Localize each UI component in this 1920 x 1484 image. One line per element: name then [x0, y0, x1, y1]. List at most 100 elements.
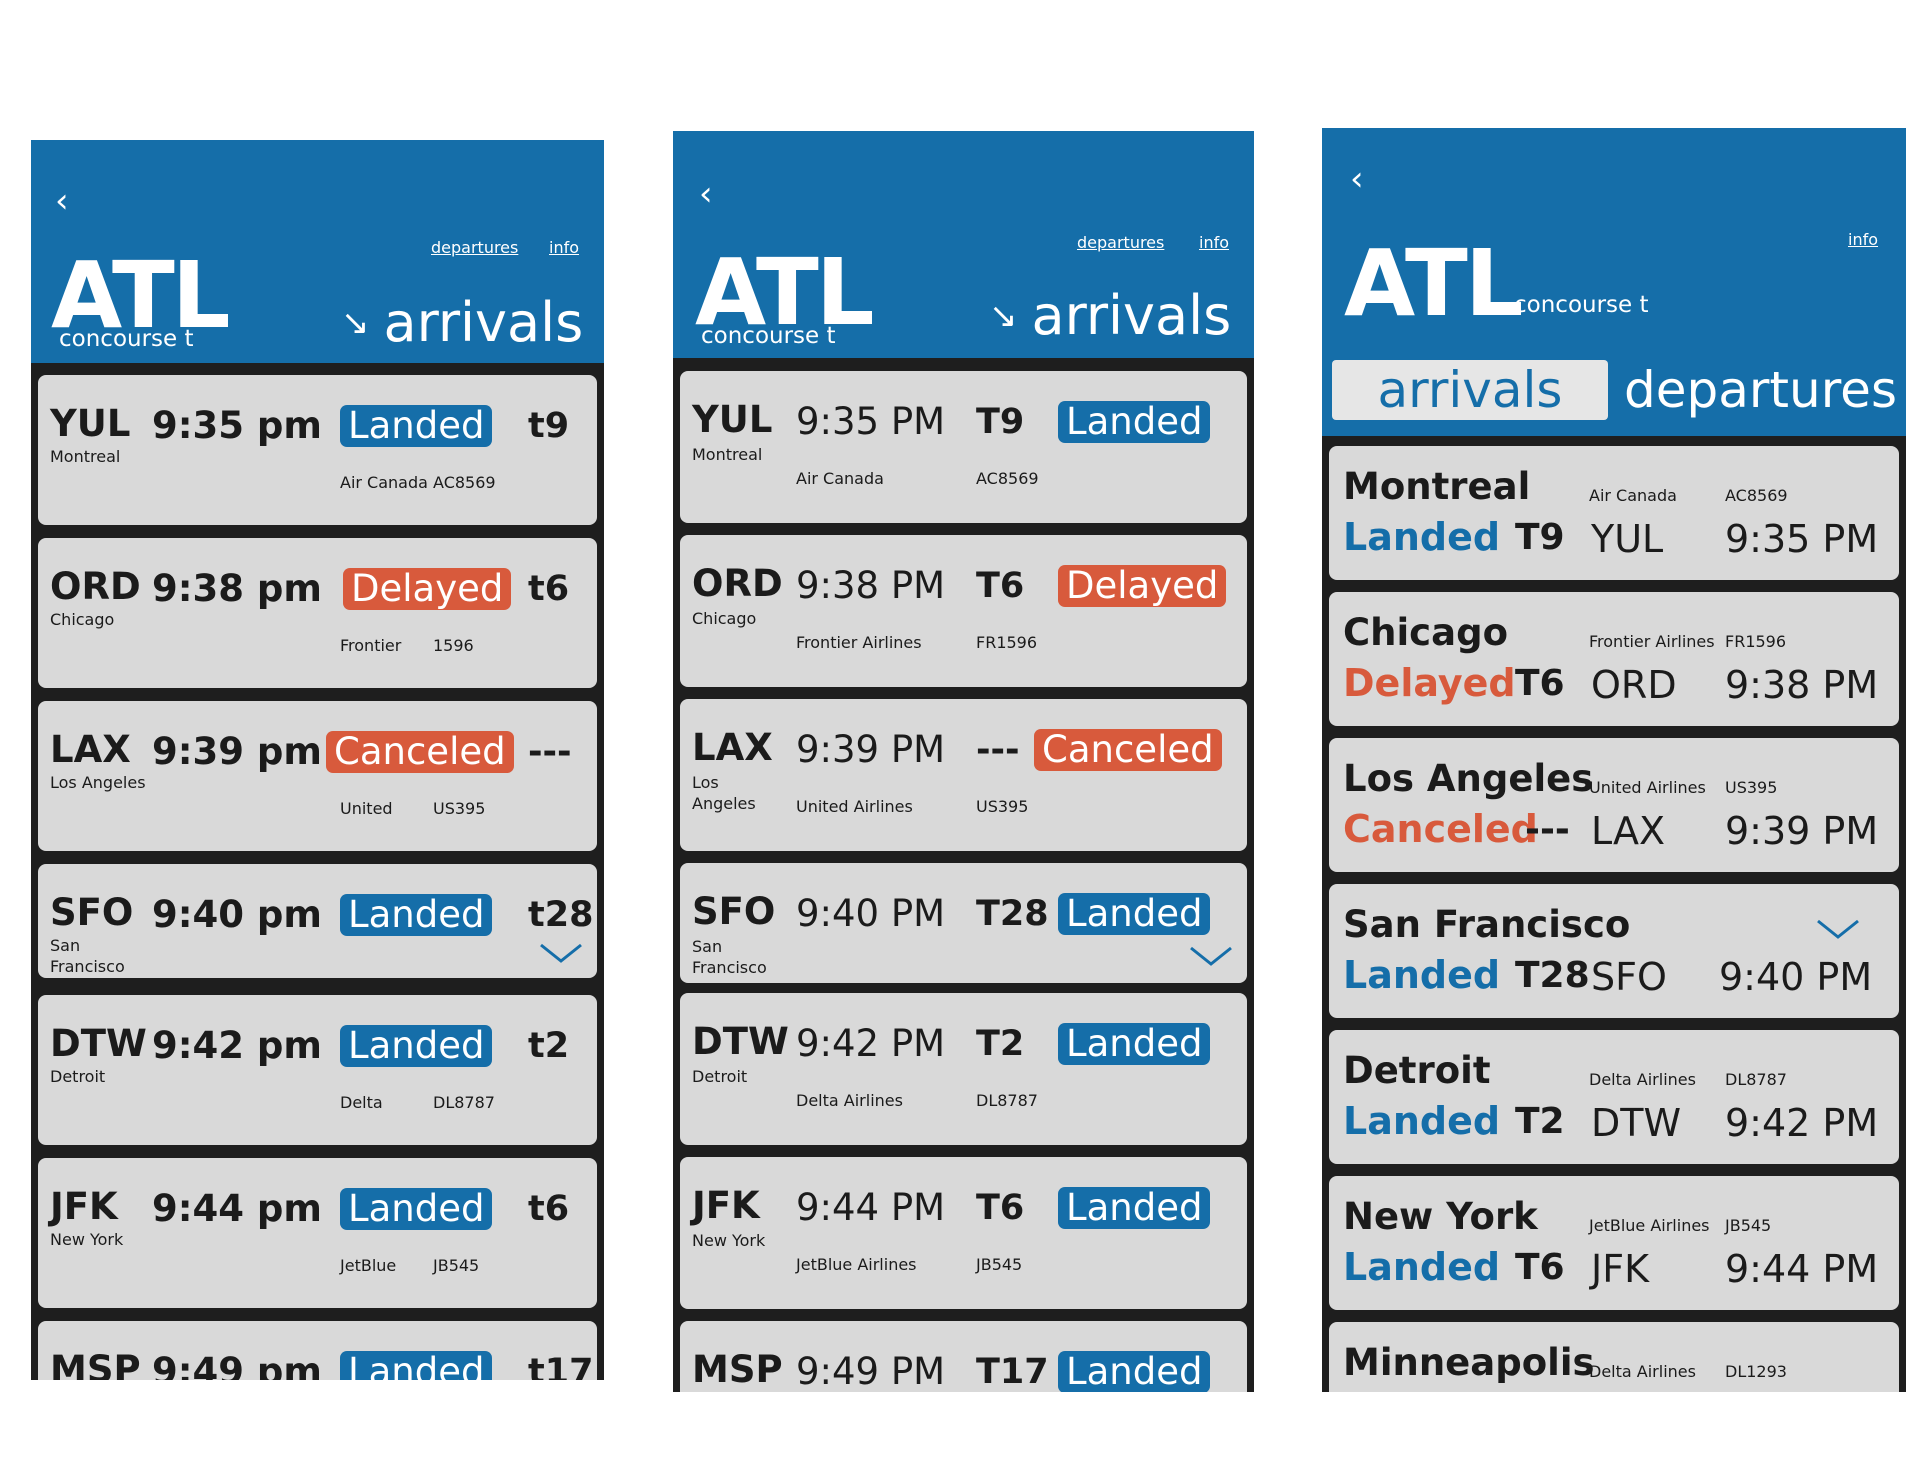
flight-card[interactable]: SFO San Francisco 9:40 pm Landed t28 — [38, 864, 597, 978]
status-text: Landed — [1343, 1099, 1501, 1143]
flight-number: JB545 — [1725, 1216, 1772, 1235]
flight-card[interactable]: Los Angeles United Airlines US395 Canceled -… — [1329, 738, 1899, 872]
arrivals-title: arrivals — [1031, 284, 1232, 347]
flight-number: DL8787 — [976, 1091, 1038, 1110]
status-badge: Landed — [1058, 893, 1211, 935]
status-text: Landed — [1343, 1245, 1501, 1289]
back-icon[interactable]: ‹ — [55, 181, 69, 221]
airport-code: SFO — [692, 890, 776, 933]
flight-card[interactable]: ORD Chicago 9:38 PM T6 Delayed Frontier Airli… — [680, 535, 1247, 687]
airport-code: DTW — [692, 1020, 789, 1063]
screen-1: ‹ departures info ATL concourse t ↘ arriv… — [31, 140, 604, 1380]
arrival-time: 9:40 PM — [796, 892, 946, 935]
flight-card[interactable]: LAX Los Angeles 9:39 pm Canceled --- United US… — [38, 701, 597, 851]
flight-card[interactable]: San Francisco Landed T28 SFO 9:40 PM — [1329, 884, 1899, 1018]
arrival-time: 9:38 PM — [796, 564, 946, 607]
gate-label: T6 — [976, 1188, 1025, 1228]
arrival-time: 9:44 pm — [152, 1187, 322, 1230]
tab-departures[interactable]: departures — [1624, 361, 1897, 419]
airport-code: YUL — [692, 398, 773, 441]
chevron-down-icon[interactable] — [1815, 918, 1861, 940]
airline-name: Air Canada — [796, 469, 884, 488]
airline-name: Air Canada AC8569 — [340, 473, 496, 492]
flight-card[interactable]: LAX Los Angeles 9:39 PM --- Canceled United A… — [680, 699, 1247, 851]
city-name: Detroit — [1343, 1049, 1491, 1092]
departures-link[interactable]: departures — [1077, 233, 1165, 252]
city-name: New York — [692, 1231, 766, 1250]
flight-card[interactable]: SFO San Francisco 9:40 PM T28 Landed — [680, 863, 1247, 983]
status-badge: Landed — [1058, 1023, 1211, 1065]
flight-number: JB545 — [976, 1255, 1023, 1274]
arrival-time: 9:35 PM — [1725, 517, 1879, 561]
flight-card[interactable]: ORD Chicago 9:38 pm Delayed t6 Frontier 1596 — [38, 538, 597, 688]
arrival-time: 9:44 PM — [796, 1186, 946, 1229]
chevron-down-icon[interactable] — [1188, 945, 1234, 967]
arrival-time: 9:39 pm — [152, 730, 322, 773]
gate-label: t6 — [528, 1189, 570, 1229]
gate-label: T2 — [976, 1024, 1025, 1064]
city-name: Montreal — [1343, 465, 1531, 508]
airline-name: Air Canada — [1589, 486, 1677, 505]
back-icon[interactable]: ‹ — [699, 174, 713, 214]
flight-number: AC8569 — [976, 469, 1039, 488]
departures-link[interactable]: departures — [431, 238, 519, 257]
tab-arrivals[interactable]: arrivals — [1332, 360, 1608, 420]
flight-card[interactable]: JFK New York 9:44 pm Landed t6 JetBlue JB545 — [38, 1158, 597, 1308]
flight-card[interactable]: Montreal Air Canada AC8569 Landed T9 YUL 9:35 … — [1329, 446, 1899, 580]
airline-name: Frontier Airlines — [796, 633, 922, 652]
gate-label: t6 — [528, 569, 570, 609]
airport-code: YUL — [1591, 517, 1664, 561]
airport-code: DTW — [50, 1022, 147, 1065]
airport-code: DTW — [1591, 1101, 1682, 1145]
arrivals-heading: ↘ arrivals — [341, 296, 583, 350]
arrival-time: 9:39 PM — [1725, 809, 1879, 853]
arrow-down-right-icon: ↘ — [341, 303, 370, 343]
airline-name: United — [340, 799, 393, 818]
flight-number: FR1596 — [976, 633, 1038, 652]
gate-label: T2 — [1515, 1101, 1565, 1142]
city-name: Montreal — [692, 445, 763, 464]
city-name: San Francisco — [50, 936, 125, 976]
arrival-time: 9:38 pm — [152, 567, 322, 610]
airport-code: LAX — [692, 726, 773, 769]
back-icon[interactable]: ‹ — [1350, 159, 1364, 199]
flight-number: FR1596 — [1725, 632, 1787, 651]
status-badge: Landed — [340, 1351, 493, 1380]
arrival-time: 9:42 pm — [152, 1024, 322, 1067]
city-name: Detroit — [692, 1067, 748, 1086]
status-badge: Landed — [340, 894, 493, 936]
city-name: Detroit — [50, 1067, 106, 1086]
flight-card[interactable]: Minneapolis Delta Airlines DL1293 — [1329, 1322, 1899, 1392]
flight-card[interactable]: JFK New York 9:44 PM T6 Landed JetBlue Airlin… — [680, 1157, 1247, 1309]
airport-code: ATL — [1344, 230, 1523, 337]
flight-card[interactable]: DTW Detroit 9:42 pm Landed t2 Delta DL8787 — [38, 995, 597, 1145]
flight-card[interactable]: MSP 9:49 pm Landed t17 — [38, 1321, 597, 1380]
flight-card[interactable]: MSP 9:49 PM T17 Landed — [680, 1321, 1247, 1392]
flight-number: DL8787 — [1725, 1070, 1787, 1089]
airport-code: ORD — [692, 562, 783, 605]
flight-card[interactable]: Detroit Delta Airlines DL8787 Landed T2 DTW 9:… — [1329, 1030, 1899, 1164]
arrival-time: 9:49 pm — [152, 1350, 322, 1380]
gate-label: t28 — [528, 895, 594, 935]
flight-card[interactable]: YUL Montreal 9:35 pm Landed t9 Air Canada AC8… — [38, 375, 597, 525]
flight-card[interactable]: DTW Detroit 9:42 PM T2 Landed Delta Airlines D… — [680, 993, 1247, 1145]
arrival-time: 9:49 PM — [796, 1350, 946, 1392]
flight-card[interactable]: New York JetBlue Airlines JB545 Landed T6 JFK… — [1329, 1176, 1899, 1310]
arrival-time: 9:42 PM — [1725, 1101, 1879, 1145]
airport-code: ORD — [50, 565, 141, 608]
airline-name: Frontier Airlines — [1589, 632, 1715, 651]
status-badge: Landed — [340, 1188, 493, 1230]
status-text: Delayed — [1343, 661, 1516, 705]
flight-card[interactable]: Chicago Frontier Airlines FR1596 Delayed T6 O… — [1329, 592, 1899, 726]
chevron-down-icon[interactable] — [538, 942, 584, 964]
city-name: Los Angeles — [1343, 757, 1594, 800]
airport-code: LAX — [50, 728, 131, 771]
info-link[interactable]: info — [1848, 230, 1879, 249]
info-link[interactable]: info — [1199, 233, 1230, 252]
flight-number: AC8569 — [1725, 486, 1788, 505]
airport-code: SFO — [1591, 955, 1667, 999]
flight-card[interactable]: YUL Montreal 9:35 PM T9 Landed Air Canada AC85… — [680, 371, 1247, 523]
arrival-time: 9:38 PM — [1725, 663, 1879, 707]
info-link[interactable]: info — [549, 238, 580, 257]
city-name: Chicago — [692, 609, 757, 628]
